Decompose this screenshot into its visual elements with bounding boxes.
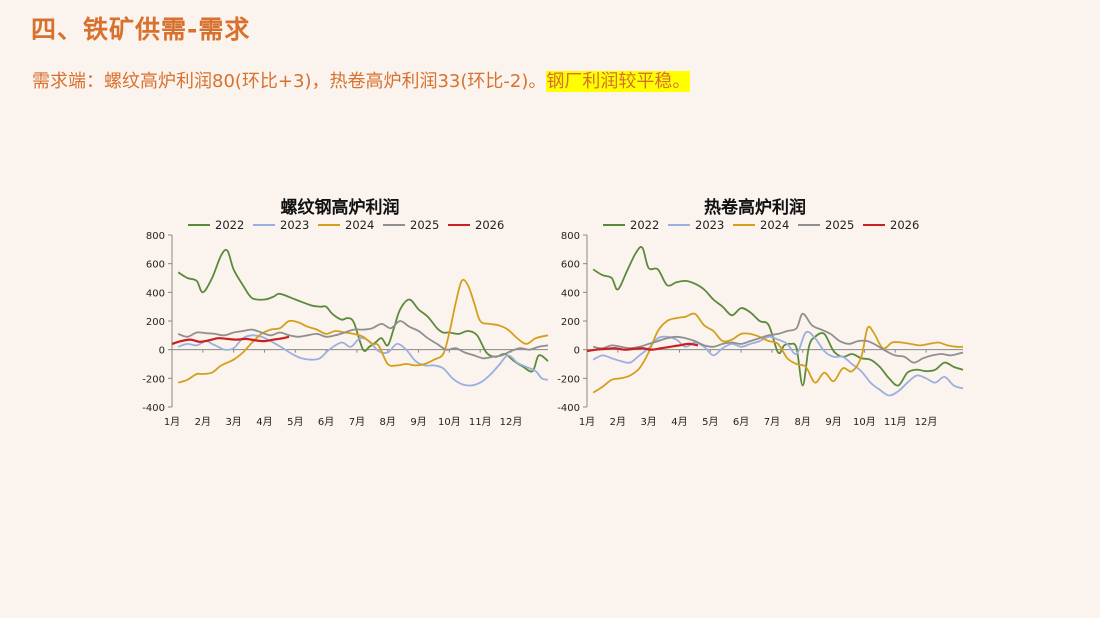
x-tick-label: 11月 [469, 416, 492, 428]
legend-label: 2025 [825, 218, 854, 232]
x-tick-label: 8月 [380, 416, 396, 428]
x-tick-label: 12月 [915, 416, 938, 428]
x-tick-label: 4月 [256, 416, 272, 428]
x-tick-label: 6月 [733, 416, 749, 428]
legend-label: 2023 [695, 218, 724, 232]
series-line-2022 [177, 248, 549, 373]
summary-highlight: 钢厂利润较平稳。 [546, 71, 691, 92]
legend-label: 2022 [215, 218, 244, 232]
y-tick-label: 800 [146, 231, 165, 242]
series-line-2025 [177, 320, 549, 360]
slide-title: 四、铁矿供需-需求 [31, 15, 251, 44]
rebar-profit-chart: 螺纹钢高炉利润 2022 2023 2024 2025 2026 -400 -200 0 200… [130, 185, 550, 439]
legend-item-2023: 2023 [253, 218, 309, 232]
x-tick-label: 1月 [579, 416, 595, 428]
rebar-profit-plot: 2022 2023 2024 2025 2026 -400 -200 0 200 400 600 80… [142, 218, 549, 428]
x-tick-label: 7月 [764, 416, 780, 428]
y-tick-label: 200 [146, 317, 165, 328]
x-tick-label: 3月 [225, 416, 241, 428]
y-tick-label: -400 [142, 403, 165, 414]
x-tick-label: 10月 [438, 416, 461, 428]
x-tick-label: 3月 [640, 416, 656, 428]
x-tick-label: 9月 [410, 416, 426, 428]
legend-label: 2026 [475, 218, 504, 232]
y-tick-label: 400 [146, 288, 165, 299]
y-tick-label: -400 [557, 403, 580, 414]
y-tick-label: -200 [557, 374, 580, 385]
legend-label: 2024 [760, 218, 789, 232]
x-tick-label: 11月 [884, 416, 907, 428]
x-tick-label: 4月 [671, 416, 687, 428]
series-line-2024 [592, 312, 964, 394]
y-tick-label: 400 [561, 288, 580, 299]
legend-label: 2023 [280, 218, 309, 232]
legend-item-2025: 2025 [383, 218, 439, 232]
legend-item-2024: 2024 [318, 218, 374, 232]
y-tick-label: 0 [159, 346, 165, 357]
x-tick-label: 8月 [795, 416, 811, 428]
x-tick-label: 2月 [610, 416, 626, 428]
hrc-profit-plot: 2022 2023 2024 2025 2026 -400 -200 0 200 400 600 80… [557, 218, 964, 428]
series-line-2026 [586, 342, 699, 353]
x-tick-label: 5月 [287, 416, 303, 428]
series-line-2026 [171, 335, 290, 345]
legend-item-2025: 2025 [798, 218, 854, 232]
series-line-2022 [592, 246, 964, 387]
series-line-2024 [177, 278, 549, 384]
legend-item-2026: 2026 [448, 218, 504, 232]
y-tick-label: 600 [146, 260, 165, 271]
x-tick-label: 5月 [702, 416, 718, 428]
legend-label: 2026 [890, 218, 919, 232]
legend-item-2022: 2022 [603, 218, 659, 232]
chart-title: 热卷高炉利润 [704, 198, 806, 218]
legend-label: 2024 [345, 218, 374, 232]
x-tick-label: 12月 [500, 416, 523, 428]
y-tick-label: -200 [142, 374, 165, 385]
x-tick-label: 7月 [349, 416, 365, 428]
hrc-profit-chart: 热卷高炉利润 2022 2023 2024 2025 2026 -400 -200 0 200 4… [545, 185, 965, 439]
y-tick-label: 0 [574, 346, 580, 357]
x-tick-label: 2月 [195, 416, 211, 428]
series-line-2025 [593, 312, 964, 364]
chart-title: 螺纹钢高炉利润 [280, 198, 400, 218]
x-tick-label: 10月 [853, 416, 876, 428]
y-tick-label: 200 [561, 317, 580, 328]
legend-item-2026: 2026 [863, 218, 919, 232]
series-line-2023 [592, 330, 964, 397]
y-tick-label: 600 [561, 260, 580, 271]
legend-item-2024: 2024 [733, 218, 789, 232]
legend-item-2023: 2023 [668, 218, 724, 232]
y-tick-label: 800 [561, 231, 580, 242]
x-tick-label: 1月 [164, 416, 180, 428]
legend-item-2022: 2022 [188, 218, 244, 232]
summary-main: 需求端：螺纹高炉利润80(环比+3)，热卷高炉利润33(环比-2)。 [32, 71, 547, 92]
legend-label: 2025 [410, 218, 439, 232]
x-tick-label: 6月 [318, 416, 334, 428]
x-tick-label: 9月 [825, 416, 841, 428]
legend-label: 2022 [630, 218, 659, 232]
summary-text: 需求端：螺纹高炉利润80(环比+3)，热卷高炉利润33(环比-2)。钢厂利润较平… [32, 67, 691, 93]
